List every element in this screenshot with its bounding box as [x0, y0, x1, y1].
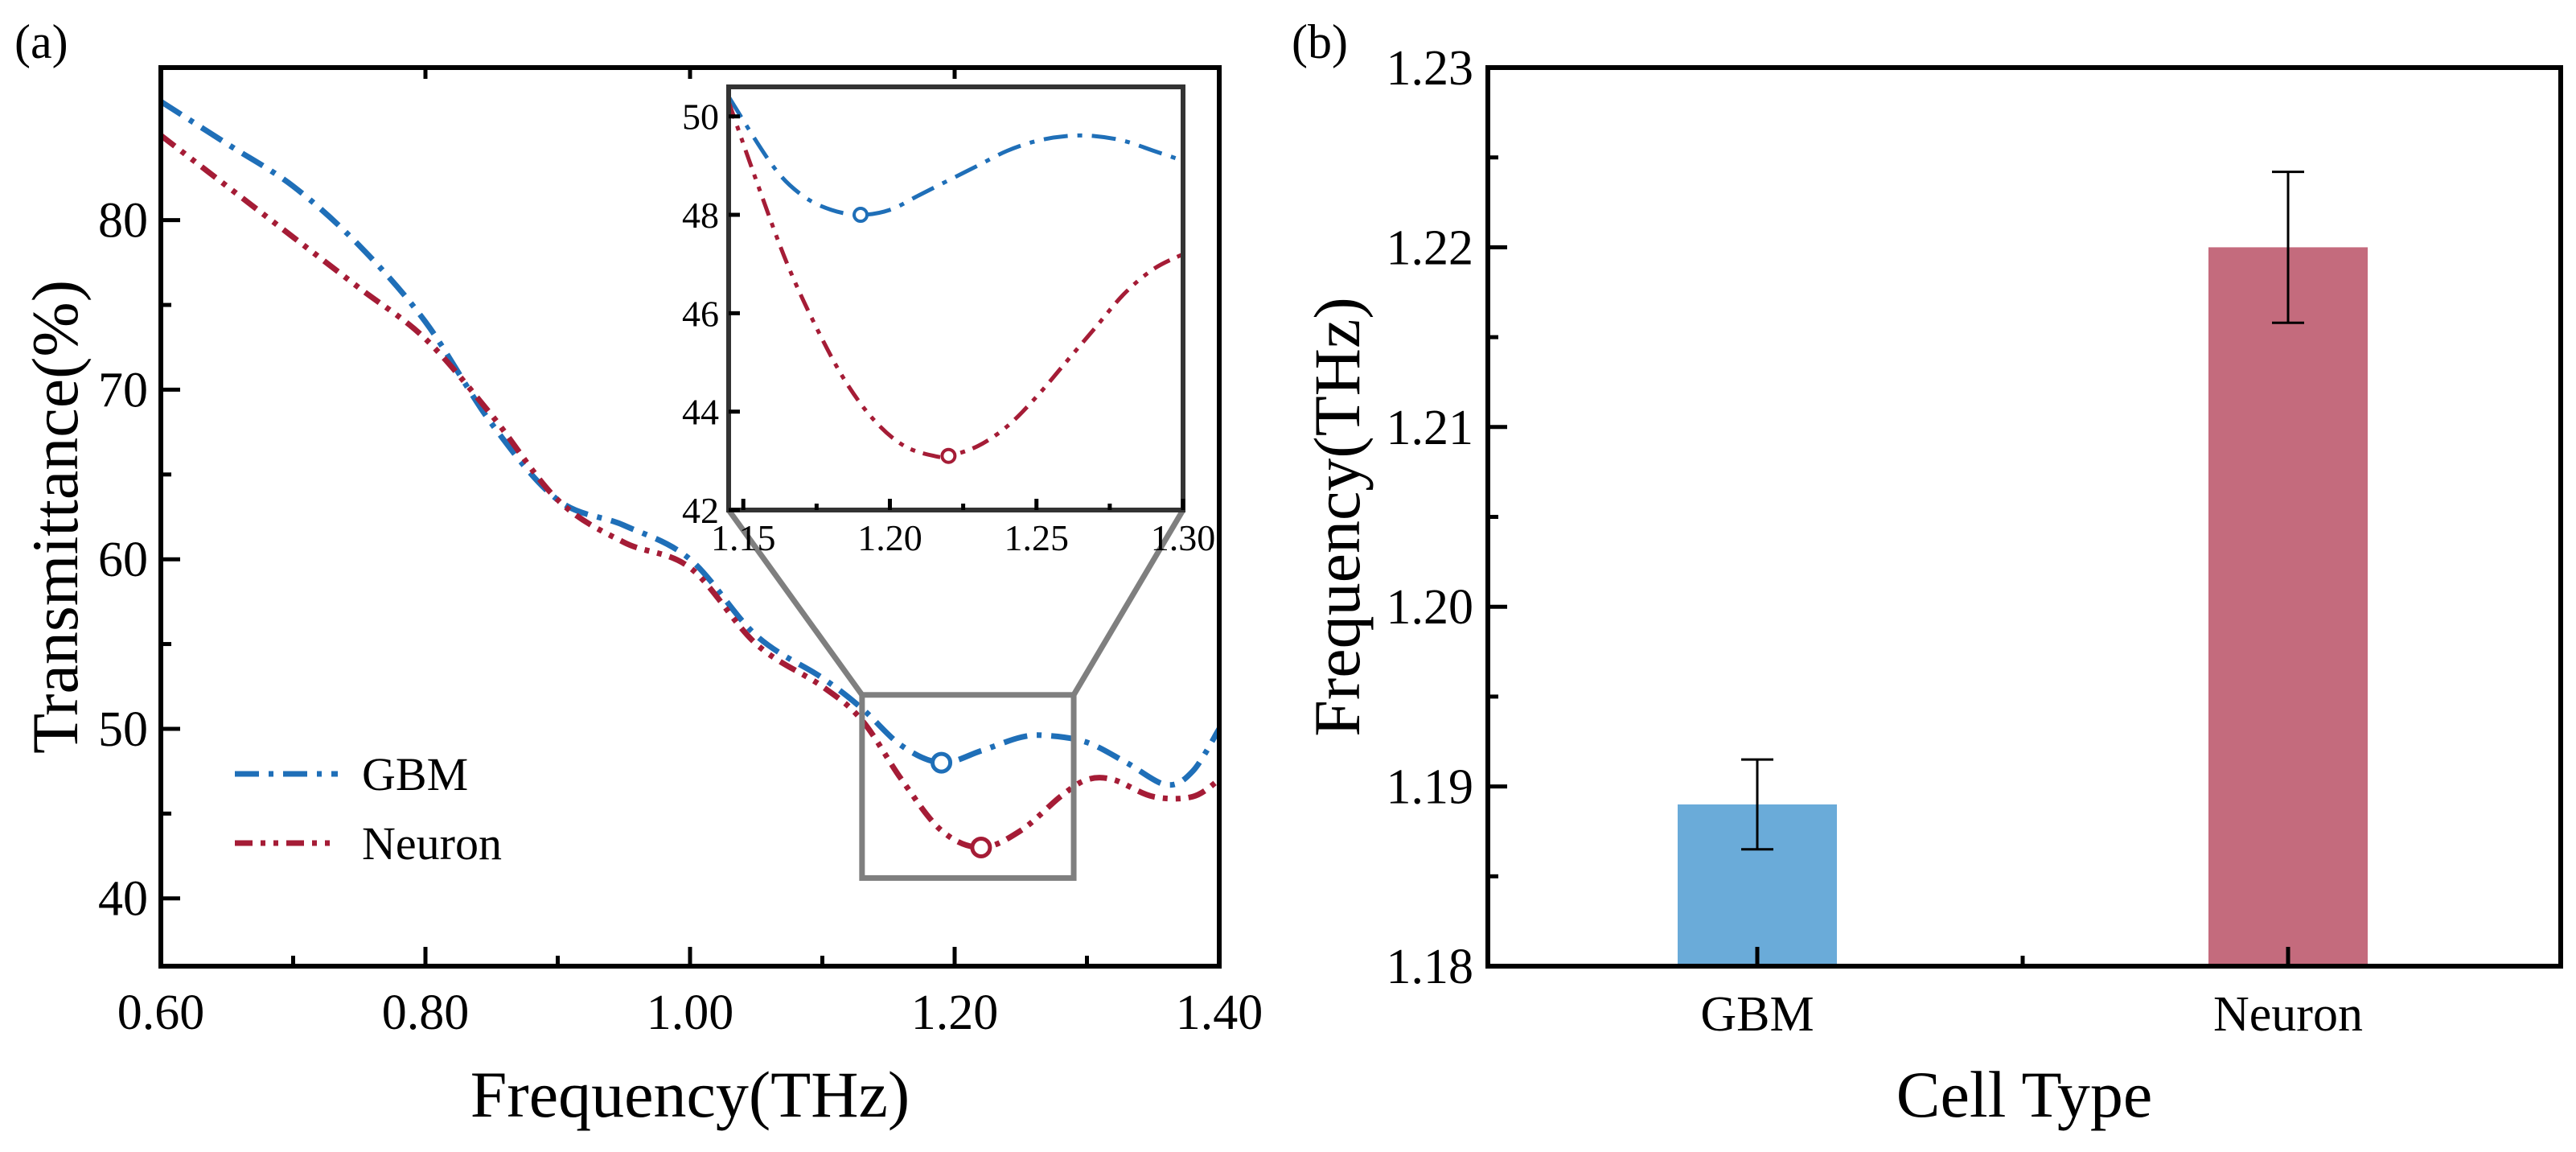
panel-b-label: (b)	[1292, 15, 1348, 68]
series-line-neuron	[158, 133, 1222, 851]
transmittance-x-axis-title: Frequency(THz)	[470, 1058, 910, 1131]
y-tick-label: 50	[98, 702, 148, 757]
y-tick-label: 60	[98, 533, 148, 587]
zoom-connector-left	[726, 508, 865, 697]
transmittance-legend: GBM Neuron	[235, 748, 502, 870]
frequency-bars	[1678, 171, 2368, 966]
transmittance-axes: 0.60 0.80 1.00 1.20 1.40 40 50 60 70 80	[98, 68, 1263, 1040]
y-tick-label: 1.20	[1387, 580, 1474, 635]
inset-chart: 1.15 1.20 1.25 1.30 42 44 46 48 50	[682, 84, 1216, 558]
inset-background	[729, 87, 1183, 510]
zoom-connector-right	[1071, 508, 1186, 697]
y-tick-label: 1.21	[1387, 401, 1474, 455]
frequency-axes: 1.18 1.19 1.20 1.21 1.22 1.23 GBM Neuron	[1387, 41, 2363, 1042]
inset-x-tick-label: 1.25	[1004, 517, 1069, 558]
y-tick-label: 70	[98, 363, 148, 418]
inset-series-line-neuron	[726, 101, 1185, 459]
transmittance-series	[158, 99, 1222, 858]
inset-series-line-gbm	[726, 95, 1184, 217]
inset-y-tick-label: 48	[682, 195, 719, 236]
inset-minimum-marker-neuron	[940, 447, 957, 464]
minimum-marker-neuron	[970, 836, 992, 858]
frequency-y-axis-title: Frequency(THz)	[1300, 297, 1374, 736]
legend-label-gbm: GBM	[362, 748, 468, 800]
inset-y-tick-label: 50	[682, 97, 719, 138]
x-tick-label: 1.40	[1176, 985, 1263, 1040]
x-tick-label-gbm: GBM	[1700, 987, 1814, 1042]
y-tick-label: 80	[98, 194, 148, 249]
inset-x-tick-label: 1.15	[711, 517, 776, 558]
x-tick-label: 0.80	[382, 985, 470, 1040]
inset-minimum-marker-gbm	[853, 207, 869, 224]
frequency-bar-panel: (b) 1.18 1.19 1.20 1.21 1.22 1.23 GBM Neuron Ce…	[1292, 15, 2563, 1131]
y-tick-label: 1.22	[1387, 220, 1474, 275]
x-tick-label: 1.00	[647, 985, 734, 1040]
panel-a-label: (a)	[14, 15, 68, 68]
y-tick-label: 1.18	[1387, 940, 1474, 994]
bar-neuron	[2208, 247, 2368, 966]
zoom-connector-group	[726, 508, 1186, 881]
inset-x-tick-label: 1.30	[1151, 517, 1216, 558]
inset-y-tick-label: 44	[682, 392, 719, 433]
y-tick-label: 1.19	[1387, 760, 1474, 815]
inset-y-tick-label: 46	[682, 293, 719, 334]
frequency-plot-frame	[1485, 65, 2563, 969]
series-line-gbm	[159, 99, 1222, 788]
inset-y-tick-label: 42	[682, 490, 719, 531]
x-tick-label: 1.20	[911, 985, 999, 1040]
y-tick-label: 40	[98, 872, 148, 927]
cell-type-axis-title: Cell Type	[1896, 1058, 2152, 1131]
x-tick-label: 0.60	[117, 985, 205, 1040]
legend-label-neuron: Neuron	[362, 817, 502, 870]
zoom-box	[859, 692, 1077, 881]
transmittance-panel: (a) 1.15 1.20 1.25 1.30 42 44 46 48 50 0.60 0.80 1…	[14, 15, 1263, 1131]
y-tick-label: 1.23	[1387, 41, 1474, 96]
x-tick-label-neuron: Neuron	[2213, 987, 2363, 1042]
minimum-marker-gbm	[931, 751, 953, 774]
inset-x-tick-label: 1.20	[857, 517, 922, 558]
transmittance-y-axis-title: Transmittance(%)	[18, 280, 92, 754]
inset-frame	[726, 84, 1185, 512]
